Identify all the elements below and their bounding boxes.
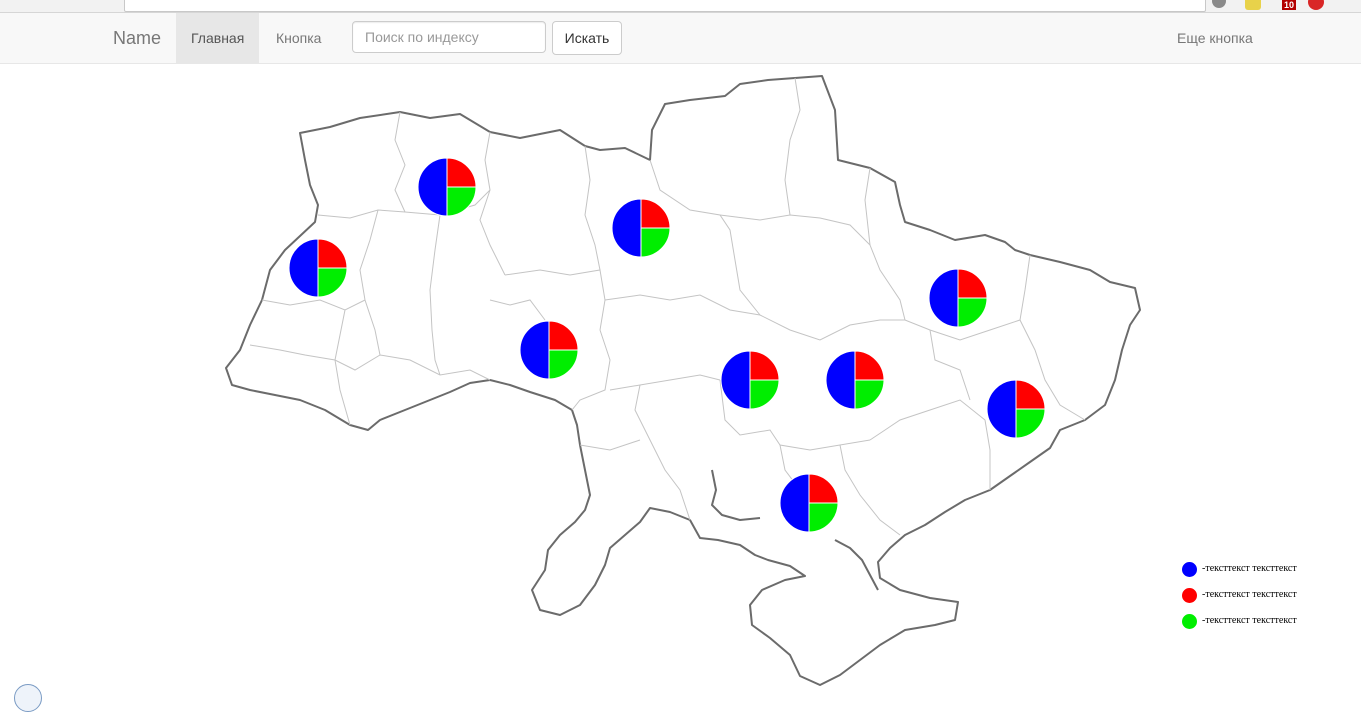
country-outline <box>225 75 1141 686</box>
pie-slice <box>317 267 348 298</box>
extension-icon[interactable] <box>1212 0 1226 8</box>
address-bar[interactable] <box>124 0 1206 12</box>
search-button[interactable]: Искать <box>552 21 622 55</box>
extension-icon[interactable] <box>1245 0 1261 10</box>
pie-slice <box>1015 408 1046 439</box>
pie-slice <box>417 157 448 217</box>
ukraine-map <box>225 75 1141 686</box>
legend-swatch-red <box>1182 588 1197 603</box>
dnieper-estuary <box>711 469 761 521</box>
pie-slice <box>317 238 348 269</box>
pie-slice <box>519 320 550 380</box>
pie-slice <box>928 268 959 328</box>
nav-item-button[interactable]: Кнопка <box>276 30 322 46</box>
legend-label: -тексттекст тексттекст <box>1202 615 1297 626</box>
region-pie-chart[interactable] <box>720 350 780 410</box>
pie-slice <box>611 198 642 258</box>
nav-item-home[interactable]: Главная <box>176 13 260 63</box>
navbar-brand[interactable]: Name <box>113 28 162 48</box>
pie-chart-layer <box>288 157 1046 533</box>
pie-slice <box>640 227 671 258</box>
region-pie-chart[interactable] <box>825 350 885 410</box>
pie-slice <box>808 473 839 504</box>
pie-slice <box>1015 379 1046 410</box>
pie-slice <box>749 350 780 381</box>
azov-coast <box>834 539 879 591</box>
pie-slice <box>446 186 477 217</box>
region-pie-chart[interactable] <box>986 379 1046 439</box>
pie-slice <box>288 238 319 298</box>
pie-slice <box>640 198 671 229</box>
region-pie-chart[interactable] <box>928 268 988 328</box>
region-pie-chart[interactable] <box>417 157 477 217</box>
pie-slice <box>854 350 885 381</box>
pie-slice <box>779 473 810 533</box>
browser-toolbar: 10 <box>0 0 1361 13</box>
region-pie-chart[interactable] <box>611 198 671 258</box>
legend-swatch-green <box>1182 614 1197 629</box>
pie-slice <box>808 502 839 533</box>
region-pie-chart[interactable] <box>519 320 579 380</box>
region-pie-chart[interactable] <box>779 473 839 533</box>
pie-slice <box>986 379 1017 439</box>
pie-slice <box>957 297 988 328</box>
pie-slice <box>749 379 780 410</box>
pie-slice <box>548 349 579 380</box>
region-pie-chart[interactable] <box>288 238 348 298</box>
pie-slice <box>548 320 579 351</box>
legend-label: -тексттекст тексттекст <box>1202 589 1297 600</box>
pie-slice <box>720 350 751 410</box>
legend-swatch-blue <box>1182 562 1197 577</box>
stop-icon[interactable] <box>1308 0 1324 10</box>
pie-slice <box>825 350 856 410</box>
corner-widget-icon[interactable] <box>14 684 42 712</box>
nav-item-more-button[interactable]: Еще кнопка <box>1177 30 1253 46</box>
extension-badge: 10 <box>1282 0 1297 10</box>
search-input[interactable] <box>352 21 546 53</box>
pie-slice <box>854 379 885 410</box>
pie-slice <box>446 157 477 188</box>
pie-slice <box>957 268 988 299</box>
navbar: Name Главная Кнопка Искать Еще кнопка <box>0 13 1361 64</box>
legend-label: -тексттекст тексттекст <box>1202 563 1297 574</box>
